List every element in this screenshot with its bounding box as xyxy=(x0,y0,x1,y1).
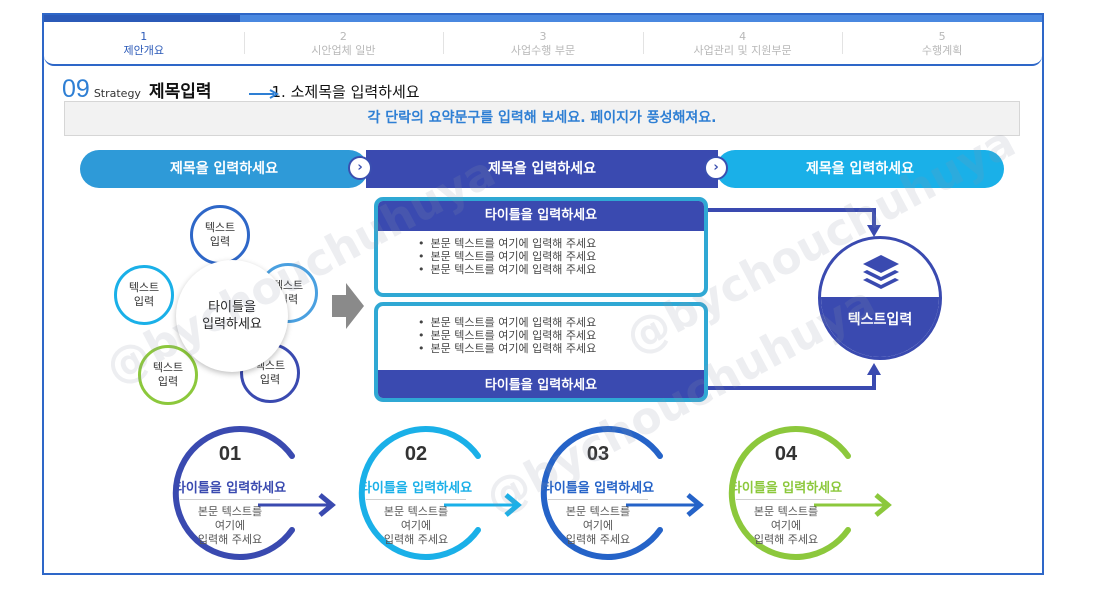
step-divider xyxy=(180,499,280,500)
step-1: 01 타이틀을 입력하세요 본문 텍스트를 여기에 입력해 주세요 xyxy=(162,425,336,561)
petal-text: 입력 xyxy=(133,295,155,308)
result-label: 텍스트입력 xyxy=(847,312,913,328)
nav-item-2[interactable]: 2 시안업체 일반 xyxy=(243,22,444,64)
phase-bar-3: 제목을 입력하세요 xyxy=(716,150,1004,188)
petal-text: 입력 xyxy=(259,373,281,386)
step-text: 본문 텍스트를 여기에 입력해 주세요 xyxy=(162,505,298,547)
step-4: 04 타이틀을 입력하세요 본문 텍스트를 여기에 입력해 주세요 xyxy=(718,425,892,561)
step-title: 타이틀을 입력하세요 xyxy=(729,481,843,496)
step-number: 04 xyxy=(774,443,798,465)
bullet-item: 본문 텍스트를 여기에 입력해 주세요 xyxy=(418,237,704,250)
bullet-list: 본문 텍스트를 여기에 입력해 주세요 본문 텍스트를 여기에 입력해 주세요 … xyxy=(378,306,704,370)
phase-bar-1: 제목을 입력하세요 xyxy=(80,150,368,188)
gray-arrow-icon xyxy=(332,283,364,329)
step-3: 03 타이틀을 입력하세요 본문 텍스트를 여기에 입력해 주세요 xyxy=(530,425,704,561)
bullet-item: 본문 텍스트를 여기에 입력해 주세요 xyxy=(418,316,704,329)
page-subtitle: 1. 소제목을 입력하세요 xyxy=(271,83,420,101)
center-text: 입력하세요 xyxy=(202,317,262,332)
step-ring xyxy=(540,426,704,560)
section-number: 09 xyxy=(62,75,90,103)
step-text-line: 본문 텍스트를 xyxy=(383,505,449,518)
step-text-line: 여기에 xyxy=(214,519,246,532)
step-divider xyxy=(736,499,836,500)
page-heading: 09 Strategy 제목입력 1. 소제목을 입력하세요 xyxy=(62,75,420,105)
phase-bar-2: 제목을 입력하세요 xyxy=(366,150,718,188)
step-2: 02 타이틀을 입력하세요 본문 텍스트를 여기에 입력해 주세요 xyxy=(348,425,522,561)
petal-text: 텍스트 xyxy=(128,281,160,294)
chevron-right-icon: › xyxy=(704,156,728,180)
step-ring xyxy=(358,426,522,560)
step-title: 타이틀을 입력하세요 xyxy=(541,481,655,496)
box-title: 타이틀을 입력하세요 xyxy=(378,201,704,231)
text-box-1: 타이틀을 입력하세요 본문 텍스트를 여기에 입력해 주세요 본문 텍스트를 여… xyxy=(374,197,708,297)
bullet-item: 본문 텍스트를 여기에 입력해 주세요 xyxy=(418,342,704,355)
nav-label: 제안개요 xyxy=(123,44,165,57)
connector-arrows xyxy=(708,208,881,390)
top-accent-bar xyxy=(44,15,240,22)
box-title: 타이틀을 입력하세요 xyxy=(378,370,704,398)
step-number: 03 xyxy=(586,443,610,465)
step-number: 01 xyxy=(218,443,242,465)
step-text: 본문 텍스트를 여기에 입력해 주세요 xyxy=(718,505,854,547)
step-text-line: 입력해 주세요 xyxy=(565,533,631,546)
step-divider xyxy=(366,499,466,500)
nav-item-4[interactable]: 4 사업관리 및 지원부문 xyxy=(642,22,843,64)
step-ring xyxy=(172,426,336,560)
section-nav: 1 제안개요 2 시안업체 일반 3 사업수행 부문 4 사업관리 및 지원부문… xyxy=(44,22,1042,66)
page-title: 제목입력 xyxy=(148,82,212,102)
step-text-line: 여기에 xyxy=(770,519,802,532)
step-text-line: 본문 텍스트를 xyxy=(753,505,819,518)
step-number: 02 xyxy=(404,443,428,465)
slide-frame: 1 제안개요 2 시안업체 일반 3 사업수행 부문 4 사업관리 및 지원부문… xyxy=(42,13,1044,575)
step-text-line: 본문 텍스트를 xyxy=(197,505,263,518)
nav-number: 3 xyxy=(539,30,547,43)
result-circle-fill xyxy=(821,297,939,357)
nav-label: 수행계획 xyxy=(921,44,963,57)
layers-icon xyxy=(863,255,899,289)
center-text: 타이틀을 xyxy=(208,300,256,315)
step-divider xyxy=(548,499,648,500)
step-ring xyxy=(728,426,892,560)
step-text-line: 입력해 주세요 xyxy=(753,533,819,546)
petal-text: 입력 xyxy=(209,235,231,248)
step-text-line: 여기에 xyxy=(582,519,614,532)
bullet-item: 본문 텍스트를 여기에 입력해 주세요 xyxy=(418,263,704,276)
nav-number: 5 xyxy=(938,30,946,43)
top-bar xyxy=(240,15,1042,22)
nav-item-3[interactable]: 3 사업수행 부문 xyxy=(443,22,643,64)
petal-left: 텍스트 입력 xyxy=(114,265,174,325)
step-text-line: 입력해 주세요 xyxy=(383,533,449,546)
step-text-line: 본문 텍스트를 xyxy=(565,505,631,518)
nav-label: 시안업체 일반 xyxy=(311,44,376,57)
petal-top: 텍스트 입력 xyxy=(190,205,250,265)
nav-number: 1 xyxy=(140,30,148,43)
step-text: 본문 텍스트를 여기에 입력해 주세요 xyxy=(530,505,666,547)
nav-label: 사업관리 및 지원부문 xyxy=(693,44,792,57)
nav-item-1[interactable]: 1 제안개요 xyxy=(44,22,244,64)
step-text: 본문 텍스트를 여기에 입력해 주세요 xyxy=(348,505,484,547)
petal-bottom-left: 텍스트 입력 xyxy=(138,345,198,405)
arrow-right-icon xyxy=(249,89,279,99)
nav-number: 4 xyxy=(739,30,747,43)
chevron-right-icon: › xyxy=(348,156,372,180)
text-box-2: 본문 텍스트를 여기에 입력해 주세요 본문 텍스트를 여기에 입력해 주세요 … xyxy=(374,302,708,402)
bullet-item: 본문 텍스트를 여기에 입력해 주세요 xyxy=(418,329,704,342)
strategy-label: Strategy xyxy=(93,87,141,100)
summary-banner: 각 단락의 요약문구를 입력해 보세요. 페이지가 풍성해져요. xyxy=(64,101,1020,136)
petal-text: 텍스트 xyxy=(204,221,236,234)
petal-text: 입력 xyxy=(157,375,179,388)
nav-item-5[interactable]: 5 수행계획 xyxy=(842,22,1042,64)
result-circle: 텍스트입력 xyxy=(818,236,942,360)
bullet-item: 본문 텍스트를 여기에 입력해 주세요 xyxy=(418,250,704,263)
petal-text: 텍스트 xyxy=(152,361,184,374)
nav-label: 사업수행 부문 xyxy=(510,44,576,57)
step-text-line: 여기에 xyxy=(400,519,432,532)
bullet-list: 본문 텍스트를 여기에 입력해 주세요 본문 텍스트를 여기에 입력해 주세요 … xyxy=(378,231,704,276)
nav-number: 2 xyxy=(339,30,347,43)
step-title: 타이틀을 입력하세요 xyxy=(173,481,287,496)
step-text-line: 입력해 주세요 xyxy=(197,533,263,546)
step-title: 타이틀을 입력하세요 xyxy=(359,481,473,496)
